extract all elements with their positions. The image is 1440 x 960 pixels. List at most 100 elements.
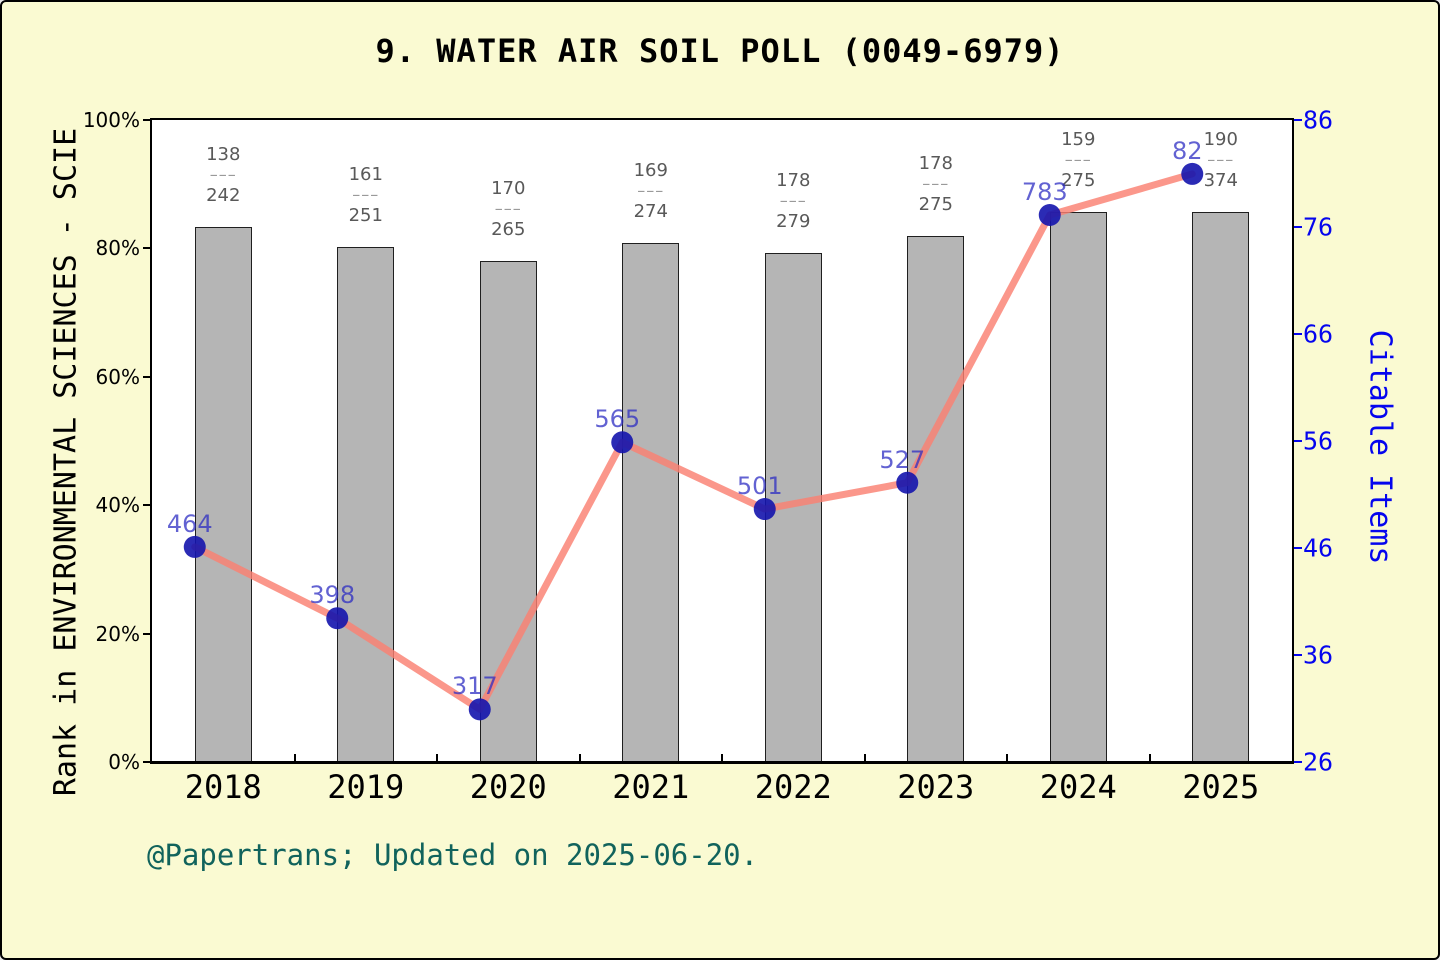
fraction-denominator: 265 <box>491 219 526 241</box>
point-label-2023: 527 <box>879 445 926 474</box>
x-tick-label-2025: 2025 <box>1182 768 1260 806</box>
x-tick-label-2023: 2023 <box>897 768 975 806</box>
point-label-2024: 783 <box>1021 178 1068 207</box>
fraction-bar: ––– <box>1064 150 1092 170</box>
x-tick-label-2018: 2018 <box>184 768 262 806</box>
fraction-bar: ––– <box>637 180 665 200</box>
fraction-bar: ––– <box>922 173 950 193</box>
left-tick-mark <box>143 504 151 507</box>
fraction-denominator: 274 <box>633 200 668 222</box>
left-tick-label-80%: 80% <box>95 236 140 261</box>
left-tick-mark <box>143 761 151 763</box>
x-minor-tick <box>1006 754 1008 762</box>
left-tick-label-40%: 40% <box>95 493 140 518</box>
fraction-denominator: 242 <box>206 184 241 206</box>
right-tick-mark <box>1294 547 1302 549</box>
bar-2023 <box>907 235 965 762</box>
right-tick-mark <box>1294 226 1302 228</box>
fraction-bar: ––– <box>352 185 380 205</box>
bar-label-2018: 138 ––– 242 <box>178 144 268 206</box>
fraction-denominator: 275 <box>1061 170 1096 192</box>
x-minor-tick <box>436 754 438 762</box>
point-label-2025: 82 <box>1171 136 1203 165</box>
bar-2025 <box>1192 212 1250 762</box>
bar-2018 <box>194 226 252 762</box>
point-label-2019: 398 <box>309 581 356 610</box>
fraction-denominator: 374 <box>1203 170 1238 192</box>
caption: @Papertrans; Updated on 2025-06-20. <box>147 838 759 872</box>
fraction-denominator: 251 <box>348 205 383 227</box>
right-tick-mark <box>1294 119 1302 121</box>
fraction-bar: ––– <box>1207 150 1235 170</box>
point-label-2018: 464 <box>166 509 213 538</box>
x-axis-spine <box>150 761 1294 764</box>
bar-2024 <box>1049 212 1107 762</box>
point-label-2020: 317 <box>451 672 498 701</box>
data-point-2023 <box>896 471 919 494</box>
fraction-bar: ––– <box>494 199 522 219</box>
right-tick-label-26: 26 <box>1303 747 1334 777</box>
left-tick-label-60%: 60% <box>95 364 140 389</box>
fraction-denominator: 275 <box>918 193 953 215</box>
plot-area: 138 ––– 242 161 ––– 251 170 ––– 265 169 ––– 274 178–… <box>150 118 1294 764</box>
right-axis-label: Citable Items <box>1362 329 1398 565</box>
data-point-2018 <box>183 535 206 558</box>
x-tick-label-2020: 2020 <box>469 768 547 806</box>
fraction-denominator: 279 <box>776 210 811 232</box>
fraction-numerator: 170 <box>491 178 526 200</box>
fraction-bar: ––– <box>779 190 807 210</box>
x-tick-label-2021: 2021 <box>612 768 690 806</box>
chart-title: 9. WATER AIR SOIL POLL (0049-6979) <box>375 32 1065 70</box>
fraction-numerator: 161 <box>348 164 383 186</box>
fraction-bar: ––– <box>209 164 237 184</box>
left-tick-mark <box>143 247 151 250</box>
bar-2021 <box>622 242 680 762</box>
bar-2020 <box>479 261 537 762</box>
right-tick-mark <box>1294 440 1302 442</box>
left-tick-mark <box>143 632 151 635</box>
fraction-numerator: 190 <box>1203 129 1238 151</box>
right-tick-label-66: 66 <box>1303 319 1334 349</box>
right-tick-label-86: 86 <box>1303 105 1334 135</box>
line-series <box>183 162 1204 721</box>
left-tick-mark <box>143 375 151 378</box>
point-label-2021: 565 <box>594 405 641 434</box>
bar-label-2021: 169 ––– 274 <box>606 160 696 222</box>
left-tick-label-20%: 20% <box>95 621 140 646</box>
x-minor-tick <box>721 754 723 762</box>
fraction-numerator: 178 <box>776 169 811 191</box>
x-minor-tick <box>863 754 866 762</box>
right-tick-label-76: 76 <box>1303 212 1334 242</box>
left-tick-label-0%: 0% <box>108 750 140 774</box>
rank-line <box>191 170 1196 713</box>
left-axis-label: Rank in ENVIRONMENTAL SCIENCES - SCIE <box>48 127 84 797</box>
x-tick-label-2024: 2024 <box>1039 768 1117 806</box>
bar-label-2020: 170 ––– 265 <box>463 178 553 240</box>
bar-label-2019: 161 ––– 251 <box>321 164 411 226</box>
right-tick-label-36: 36 <box>1303 640 1334 670</box>
x-tick-label-2022: 2022 <box>754 768 832 806</box>
x-minor-tick <box>1148 754 1151 762</box>
data-point-2022 <box>753 498 776 521</box>
x-minor-tick <box>293 754 296 762</box>
fraction-numerator: 138 <box>206 143 241 165</box>
data-point-2021 <box>611 431 634 454</box>
bar-label-2024: 159 ––– 275 <box>1033 129 1123 191</box>
bar-label-2022: 178 ––– 279 <box>748 170 838 232</box>
x-tick-label-2019: 2019 <box>327 768 405 806</box>
bar-label-2023: 178 ––– 275 <box>891 153 981 215</box>
x-minor-tick <box>578 754 581 762</box>
right-tick-mark <box>1294 761 1302 763</box>
bar-2019 <box>337 247 395 762</box>
fraction-numerator: 169 <box>633 159 668 181</box>
right-tick-label-56: 56 <box>1303 426 1334 456</box>
right-tick-mark <box>1294 333 1302 335</box>
left-tick-mark <box>143 119 151 121</box>
point-label-2022: 501 <box>736 472 783 501</box>
left-tick-label-100%: 100% <box>82 108 140 132</box>
data-point-2019 <box>326 607 349 630</box>
right-tick-label-46: 46 <box>1303 533 1334 563</box>
bar-label-2025: 190 ––– 374 <box>1176 129 1266 191</box>
right-tick-mark <box>1294 654 1302 656</box>
